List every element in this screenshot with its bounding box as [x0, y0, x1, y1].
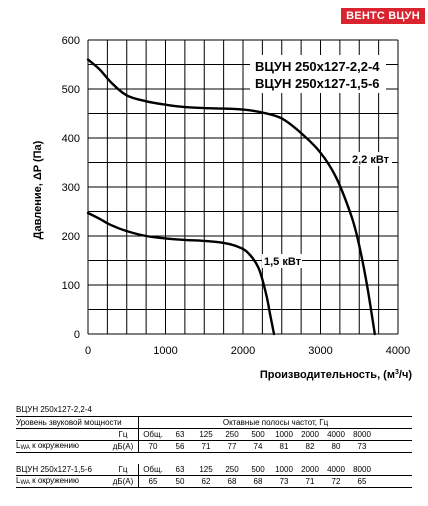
- model-title-bg: [250, 55, 386, 93]
- row-unit: дБ(А): [108, 476, 139, 487]
- performance-curves: [86, 58, 376, 336]
- cell-value: 72: [331, 477, 341, 486]
- x-tick-label: 1000: [153, 345, 177, 357]
- table-row: LWA к окружению дБ(А) 65 50 62 68 68 73 …: [16, 476, 412, 488]
- y-tick-label: 400: [62, 133, 80, 145]
- cell-value: 71: [201, 442, 211, 451]
- col-header: 500: [251, 465, 265, 474]
- brand-badge: ВЕНТС ВЦУН: [341, 8, 425, 24]
- row-unit: дБ(А): [108, 441, 139, 452]
- row-label: LWA к окружению: [16, 440, 79, 451]
- col-header: 8000: [353, 430, 371, 439]
- series-line-2-2-kw: [86, 58, 376, 336]
- cell-value: 62: [201, 477, 211, 486]
- hz-label: Гц: [108, 464, 139, 475]
- sound-table-1-5: ВЦУН 250x127-1,5-6 Гц Общ. 63 125 250 50…: [16, 464, 412, 488]
- cell-value: 56: [175, 442, 185, 451]
- col-header: 63: [175, 430, 185, 439]
- table-row: ВЦУН 250x127-1,5-6 Гц Общ. 63 125 250 50…: [16, 464, 412, 476]
- cell-value: 50: [175, 477, 185, 486]
- table-row: LWA к окружению дБ(А) 70 56 71 77 74 81 …: [16, 441, 412, 453]
- cell-value: 82: [305, 442, 315, 451]
- col-header: 2000: [301, 430, 319, 439]
- y-axis-title: Давление, ΔP (Па): [32, 140, 44, 239]
- tick-labels: 0 1000 2000 3000 4000 0 100 200 300 400 500 600: [62, 35, 411, 357]
- performance-chart: 0 1000 2000 3000 4000 0 100 200 300 400 500 600 Дав…: [32, 35, 413, 381]
- cell-value: 77: [227, 442, 237, 451]
- x-tick-label: 4000: [386, 345, 410, 357]
- y-tick-label: 100: [62, 280, 80, 292]
- cell-value: 68: [227, 477, 237, 486]
- col-header: Общ.: [143, 430, 163, 439]
- cell-value: 80: [331, 442, 341, 451]
- curve-label-1-5-kw: 1,5 кВт: [264, 256, 302, 268]
- sound-table-2-2: ВЦУН 250x127-2,2-4 Уровень звуковой мощн…: [16, 404, 412, 453]
- header-bands: Октавные полосы частот, Гц: [222, 418, 329, 427]
- cell-value: 65: [357, 477, 367, 486]
- cell-value: 68: [253, 477, 263, 486]
- x-tick-label: 3000: [308, 345, 332, 357]
- model-title-line-1: ВЦУН 250x127-2,2-4: [255, 59, 380, 74]
- row-label: LWA к окружению: [16, 475, 79, 486]
- col-header: 4000: [327, 465, 345, 474]
- x-axis-title: Производительность, (м3/ч): [260, 369, 413, 381]
- col-header: 63: [175, 465, 185, 474]
- col-header: 250: [225, 465, 239, 474]
- y-tick-label: 500: [62, 84, 80, 96]
- y-tick-label: 300: [62, 182, 80, 194]
- col-header: 125: [199, 465, 213, 474]
- y-tick-label: 200: [62, 231, 80, 243]
- cell-value: 74: [253, 442, 263, 451]
- y-tick-label: 600: [62, 35, 80, 47]
- cell-value: 65: [148, 477, 158, 486]
- col-header: 250: [225, 430, 239, 439]
- col-header: 500: [251, 430, 265, 439]
- header-label: Уровень звуковой мощности: [16, 417, 139, 428]
- cell-value: 73: [279, 477, 289, 486]
- curve-label-bg-2-2: [350, 152, 392, 166]
- col-header: Общ.: [143, 465, 163, 474]
- y-tick-label: 0: [74, 329, 80, 341]
- col-header: 2000: [301, 465, 319, 474]
- col-header: 4000: [327, 430, 345, 439]
- x-tick-label: 0: [85, 345, 91, 357]
- curve-label-2-2-kw: 2,2 кВт: [352, 154, 390, 166]
- sound-table-title: ВЦУН 250x127-1,5-6: [16, 465, 92, 474]
- sound-table-header-row: Уровень звуковой мощности Октавные полос…: [16, 416, 412, 429]
- col-header: 1000: [275, 465, 293, 474]
- col-header: 8000: [353, 465, 371, 474]
- x-tick-label: 2000: [231, 345, 255, 357]
- table-row: Гц Общ. 63 125 250 500 1000 2000 4000 80…: [16, 429, 412, 441]
- hz-label: Гц: [108, 429, 139, 440]
- model-title-line-2: ВЦУН 250x127-1,5-6: [255, 76, 380, 91]
- cell-value: 81: [279, 442, 289, 451]
- col-header: 125: [199, 430, 213, 439]
- cell-value: 71: [305, 477, 315, 486]
- sound-table-title: ВЦУН 250x127-2,2-4: [16, 405, 92, 414]
- curve-label-bg-1-5: [262, 254, 302, 268]
- cell-value: 73: [357, 442, 367, 451]
- col-header: 1000: [275, 430, 293, 439]
- series-line-1-5-kw: [86, 211, 276, 336]
- cell-value: 70: [148, 442, 158, 451]
